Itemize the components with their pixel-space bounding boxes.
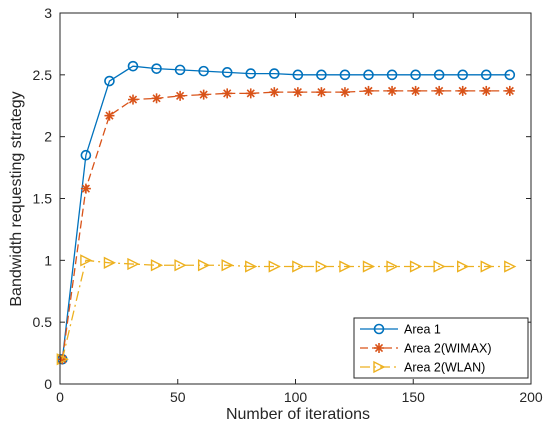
data-point [481,85,492,96]
y-tick-label: 0 [44,376,52,392]
data-point [127,257,140,271]
data-point [245,68,257,79]
data-point [269,87,280,98]
y-tick-label: 1.5 [33,191,53,207]
data-point [127,60,139,72]
data-point [80,183,91,194]
y-axis-title: Bandwidth requesting strategy [8,91,25,306]
data-point [56,353,69,366]
data-point [339,87,350,98]
data-point [292,260,305,273]
x-axis-title: Number of iterations [226,406,370,423]
y-tick-label: 2 [44,129,52,145]
x-tick-label: 150 [402,389,426,405]
y-tick-label: 1 [44,252,52,268]
data-point [268,260,281,273]
data-point [80,149,92,161]
legend-marker [374,343,384,353]
data-point [222,88,233,99]
data-point [245,88,256,99]
series-3 [56,254,517,366]
y-tick-label: 0.5 [33,314,53,330]
data-point [104,110,115,121]
legend-marker [373,360,386,374]
legend-marker [373,323,385,335]
data-point [174,64,186,76]
data-point [151,63,162,74]
data-point [339,260,352,273]
data-point [457,69,469,81]
legend-label: Area 2(WIMAX) [404,342,492,356]
data-point [197,259,211,272]
data-point [151,93,162,104]
x-tick-label: 50 [170,389,186,405]
series-line [61,259,510,360]
y-tick-label: 3 [44,5,52,21]
data-point [198,89,209,100]
data-point [387,85,398,96]
data-point [316,69,327,81]
data-point [292,69,304,81]
data-point [362,260,376,273]
legend-label: Area 1 [404,323,441,337]
data-point [128,94,139,105]
data-point [410,85,421,96]
data-point [480,260,493,273]
series-2 [57,85,515,365]
data-point [480,69,492,81]
data-point [386,260,399,273]
data-point [175,90,186,101]
data-point [269,68,280,79]
legend: Area 1 Area 2(WIMAX) Area 2(WLAN) [353,317,529,379]
data-point [174,259,187,272]
data-point [409,260,423,273]
data-point [104,75,115,87]
data-point [363,69,374,81]
data-point [386,69,398,81]
data-point [315,260,328,273]
data-point [339,69,351,81]
data-point [198,65,209,77]
x-tick-label: 0 [56,389,64,405]
x-tick-label: 200 [519,389,543,405]
data-point [504,69,516,81]
y-tick-label: 2.5 [33,67,53,83]
x-tick-label: 100 [284,389,308,405]
data-point [433,260,446,273]
data-point [433,69,445,81]
legend-label: Area 2(WLAN) [404,361,485,375]
data-point [457,85,468,96]
data-point [245,260,258,273]
data-point [504,85,515,96]
data-point [504,260,517,273]
data-point [221,259,234,272]
data-point [410,69,421,81]
data-point [150,259,164,272]
data-point [363,85,374,96]
data-point [221,67,233,78]
data-point [80,254,93,267]
data-point [434,85,445,96]
data-point [457,260,470,273]
data-point [103,256,117,269]
data-point [292,87,303,98]
data-point [316,87,327,98]
